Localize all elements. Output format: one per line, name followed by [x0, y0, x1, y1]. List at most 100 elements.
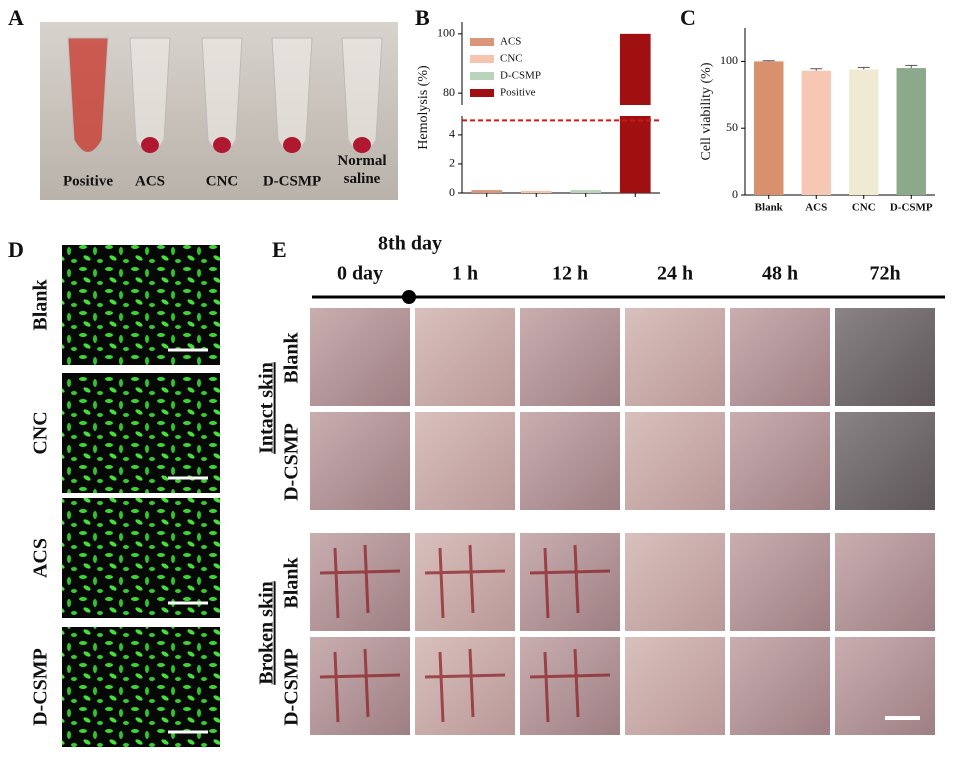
blood-pellet — [213, 137, 231, 153]
wound — [319, 648, 401, 723]
skin-photo — [415, 412, 515, 510]
skin-photo — [625, 533, 725, 631]
y-axis-label: Hemolysis (%) — [416, 65, 431, 150]
skin-photo — [835, 412, 935, 510]
panel-label: E — [272, 237, 287, 262]
skin-photo — [730, 533, 830, 631]
row-label: D-CSMP — [30, 648, 52, 726]
legend-label: D-CSMP — [500, 70, 541, 82]
group-label: Intact skin — [256, 362, 278, 454]
blood-pellet — [283, 137, 301, 153]
skin-photo — [520, 412, 620, 510]
skin-photo — [415, 533, 515, 631]
skin-photo — [415, 308, 515, 406]
tube — [341, 37, 383, 153]
timeline-marker — [402, 290, 416, 304]
panel-label: C — [680, 5, 696, 30]
wound — [529, 544, 611, 619]
fluorescence-image — [62, 627, 220, 747]
group-label: Broken skin — [256, 581, 278, 685]
row-label: CNC — [30, 411, 52, 454]
legend-swatch — [470, 72, 494, 80]
y-tick-label: 100 — [437, 26, 455, 40]
skin-photo — [625, 637, 725, 735]
tube-label: D-CSMP — [263, 173, 321, 189]
y-tick-label: 80 — [443, 85, 455, 99]
panel-label: B — [415, 5, 430, 30]
tube — [201, 37, 243, 153]
skin-photo — [520, 308, 620, 406]
y-tick-label: 50 — [726, 120, 738, 134]
tube — [271, 37, 313, 153]
bar — [801, 70, 831, 195]
fluorescence-image — [62, 498, 220, 618]
legend-label: CNC — [500, 53, 523, 65]
tube-label: ACS — [135, 173, 165, 189]
time-label: 24 h — [657, 263, 693, 285]
day-label: 8th day — [378, 233, 442, 255]
skin-photo — [835, 308, 935, 406]
bar — [754, 61, 784, 196]
legend-label: ACS — [500, 36, 521, 48]
legend-swatch — [470, 38, 494, 46]
row-label: D-CSMP — [281, 423, 303, 501]
bar — [520, 190, 552, 193]
legend-label: Positive — [500, 87, 536, 99]
skin-photo — [310, 412, 410, 510]
skin-photo — [520, 637, 620, 735]
wound — [424, 648, 506, 723]
bar — [570, 190, 602, 193]
skin-photo — [310, 533, 410, 631]
wound — [424, 544, 506, 619]
panel-label: D — [8, 237, 24, 262]
blood-pellet — [141, 137, 159, 153]
blood-pellet — [353, 137, 371, 153]
bar — [619, 116, 651, 193]
row-label: Blank — [30, 279, 52, 331]
y-tick-label: 0 — [732, 187, 738, 201]
tube-label: Normal saline — [337, 153, 386, 187]
skin-photo — [835, 637, 935, 735]
wound — [319, 544, 401, 619]
skin-photo — [730, 637, 830, 735]
tube-label: Positive — [63, 173, 113, 189]
skin-photo — [310, 308, 410, 406]
row-label: ACS — [30, 538, 52, 578]
y-axis-label: Cell viability (%) — [699, 62, 714, 160]
time-label: 48 h — [762, 263, 798, 285]
skin-photo — [625, 308, 725, 406]
x-tick-label: D-CSMP — [890, 202, 933, 214]
y-tick-label: 4 — [449, 127, 455, 141]
fluorescence-image — [62, 245, 220, 365]
bar — [849, 69, 879, 195]
bar — [619, 33, 651, 105]
time-label: 12 h — [552, 263, 588, 285]
tube-label: CNC — [206, 173, 239, 189]
skin-photo — [520, 533, 620, 631]
time-label: 72h — [869, 263, 900, 285]
x-tick-label: CNC — [852, 202, 876, 214]
row-label: Blank — [281, 557, 303, 609]
x-tick-label: Blank — [755, 202, 784, 214]
row-label: Blank — [281, 332, 303, 384]
tube — [129, 37, 171, 153]
skin-photo — [625, 412, 725, 510]
bar — [896, 68, 926, 195]
legend-swatch — [470, 89, 494, 97]
skin-photo — [730, 412, 830, 510]
row-label: D-CSMP — [281, 648, 303, 726]
y-tick-label: 0 — [449, 185, 455, 199]
wound — [529, 648, 611, 723]
time-label: 1 h — [452, 263, 478, 285]
legend-swatch — [470, 55, 494, 63]
panel-label: A — [8, 5, 24, 30]
bar — [471, 190, 503, 193]
skin-photo — [310, 637, 410, 735]
time-label: 0 day — [337, 263, 383, 285]
skin-photo — [730, 308, 830, 406]
tube — [67, 37, 109, 153]
y-tick-label: 100 — [720, 53, 738, 67]
skin-photo — [415, 637, 515, 735]
fluorescence-image — [62, 373, 220, 493]
